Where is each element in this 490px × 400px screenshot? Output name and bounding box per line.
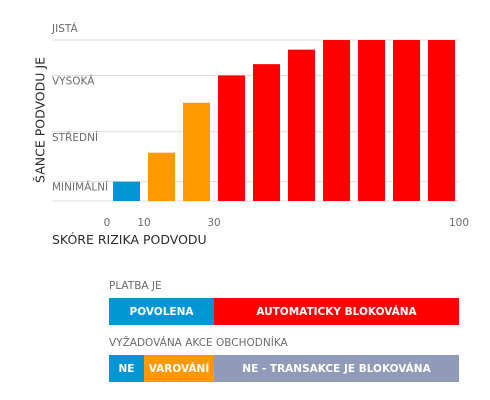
bar (288, 49, 315, 201)
y-axis-title: ŠANCE PODVODU JE (33, 57, 48, 183)
x-tick-label: 10 (137, 217, 150, 229)
fraud-risk-chart: MINIMÁLNÍ STŘEDNÍ VYSOKÁ JISTÁ 0 10 30 100 ŠAN… (33, 22, 470, 247)
action-legend-title: VYŽADOVÁNA AKCE OBCHODNÍKA (109, 337, 288, 349)
legend-segment: POVOLENA (109, 298, 214, 325)
bar (218, 75, 245, 201)
y-tick-label: VYSOKÁ (52, 74, 95, 87)
legend-segment: NE - TRANSAKCE JE BLOKOVÁNA (214, 355, 459, 382)
bar (148, 152, 175, 201)
legend-segment: AUTOMATICKY BLOKOVÁNA (214, 298, 459, 325)
payment-legend-title: PLATBA JE (109, 280, 162, 292)
x-tick-label: 100 (449, 217, 469, 229)
bar (113, 181, 140, 201)
x-tick-label: 0 (104, 217, 111, 229)
bar (253, 64, 280, 202)
x-axis-title: SKÓRE RIZIKA PODVODU (52, 232, 207, 247)
y-tick-label: MINIMÁLNÍ (52, 181, 108, 194)
bars (113, 40, 455, 202)
payment-status-bar: POVOLENA AUTOMATICKY BLOKOVÁNA (109, 298, 459, 325)
merchant-action-bar: NE VAROVÁNÍ NE - TRANSAKCE JE BLOKOVÁNA (109, 355, 459, 382)
y-tick-labels: MINIMÁLNÍ STŘEDNÍ VYSOKÁ JISTÁ (51, 22, 108, 194)
x-tick-label: 30 (207, 217, 220, 229)
bar (358, 40, 385, 201)
legend-segment: NE (109, 355, 144, 382)
legend-segment: VAROVÁNÍ (144, 355, 214, 382)
y-tick-label: STŘEDNÍ (52, 131, 98, 144)
bar (183, 102, 210, 201)
x-tick-labels: 0 10 30 100 (104, 217, 469, 229)
bar (323, 40, 350, 201)
bar (428, 40, 455, 201)
y-tick-label: JISTÁ (51, 22, 78, 35)
bar (393, 40, 420, 201)
